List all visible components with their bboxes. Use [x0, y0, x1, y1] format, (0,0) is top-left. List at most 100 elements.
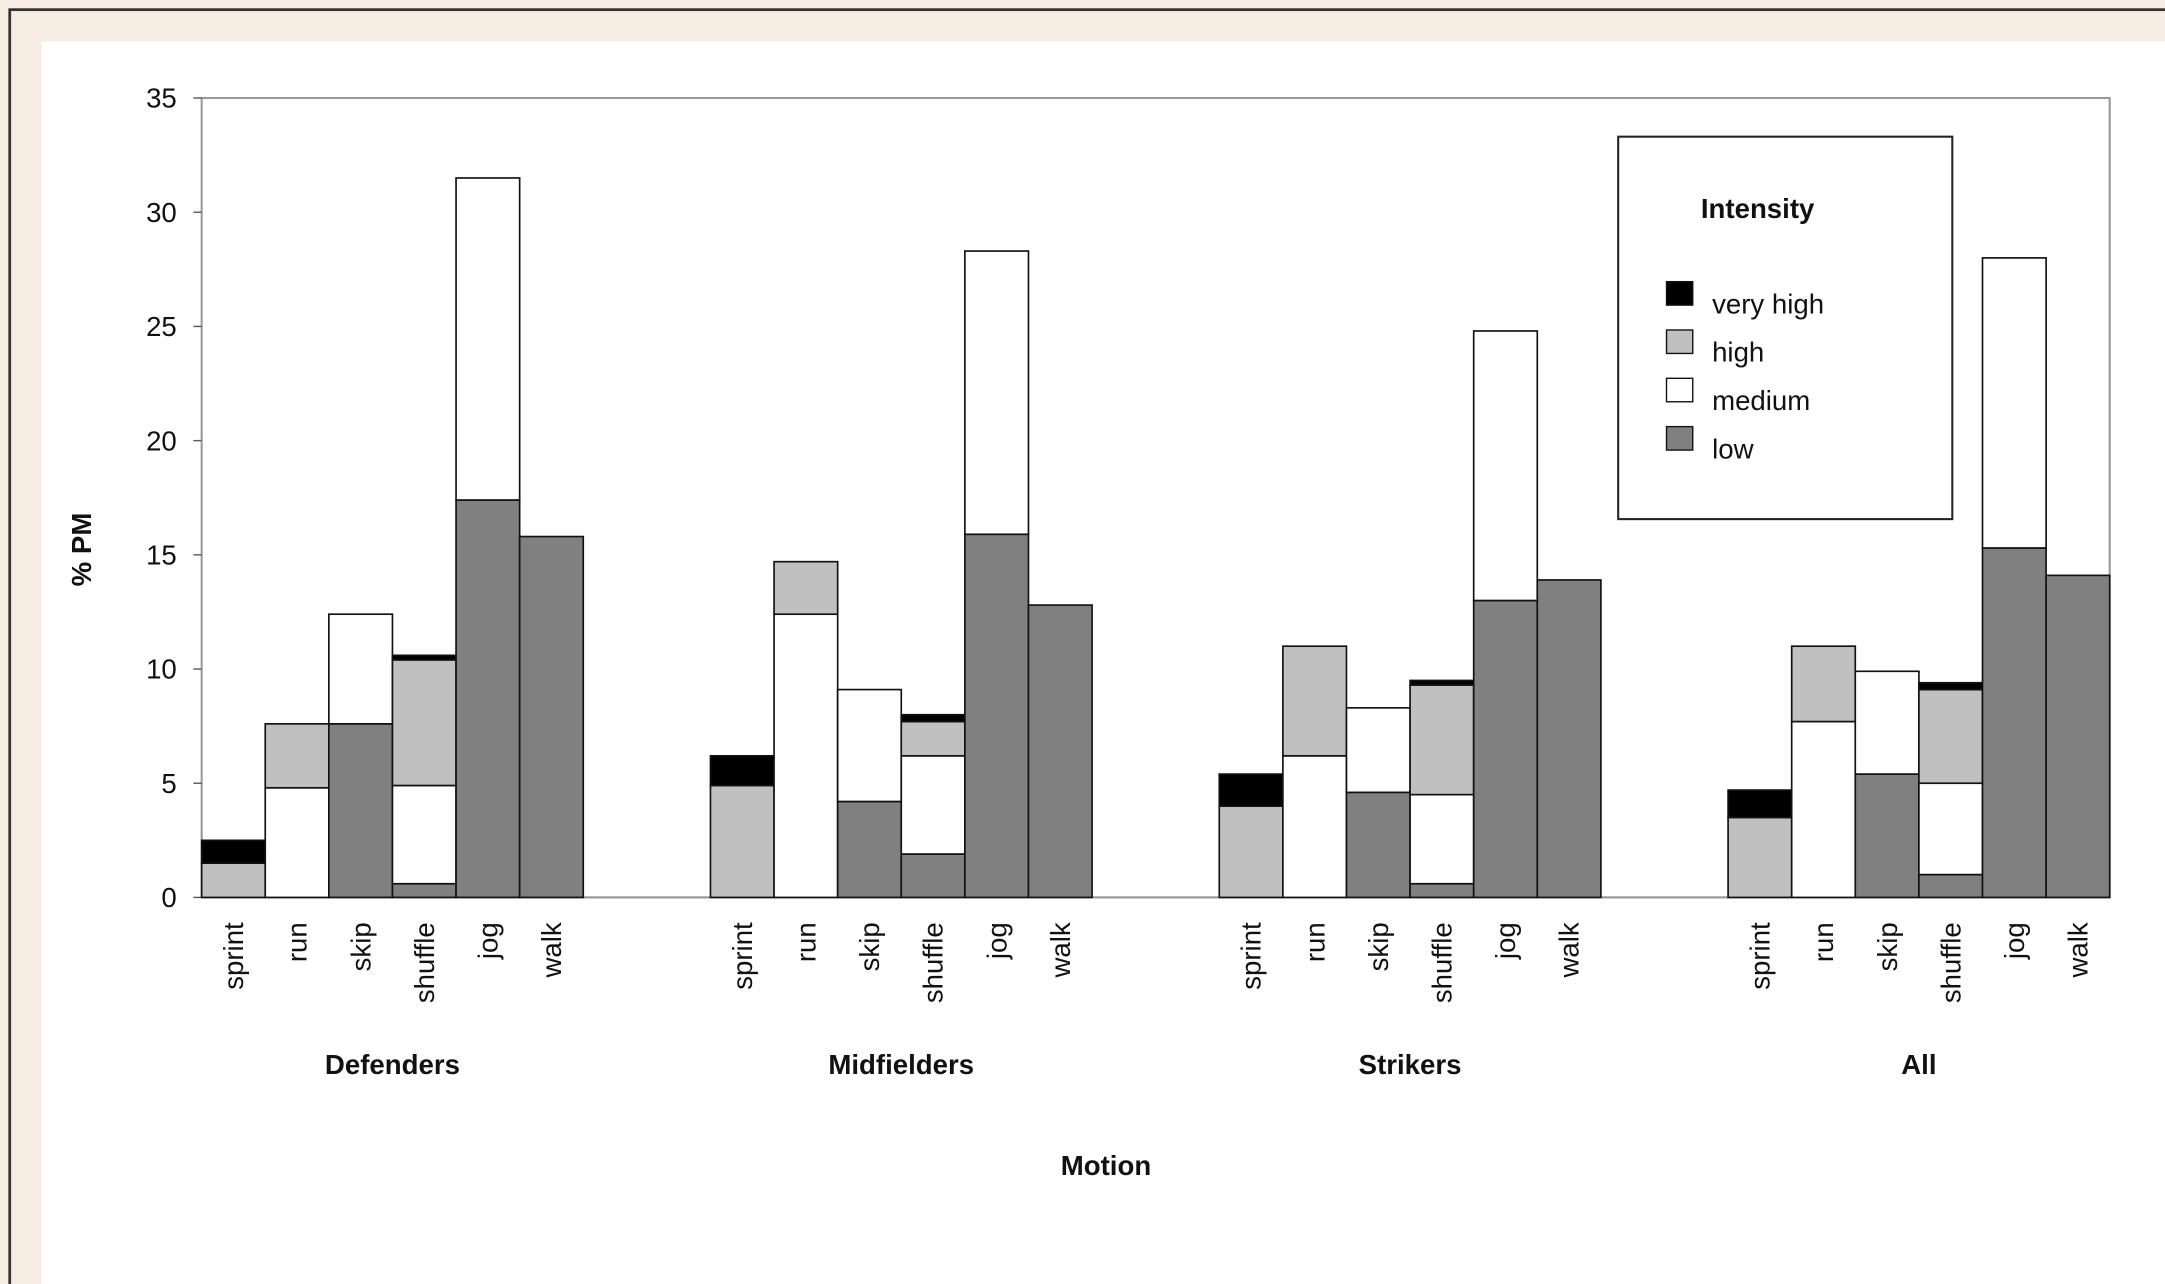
legend-label: very high: [1712, 288, 1824, 319]
group-label: Strikers: [1359, 1049, 1462, 1080]
bar-segment: [1727, 816, 1793, 899]
x-tick-label: run: [791, 922, 822, 962]
x-tick-label: skip: [1363, 922, 1394, 971]
bar-segment: [1282, 754, 1348, 899]
bar-segment: [1981, 547, 2047, 899]
x-tick-label: jog: [473, 922, 504, 960]
y-tick-label: 25: [146, 311, 177, 342]
bar-segment: [1345, 707, 1411, 794]
legend-box: [1617, 135, 1954, 521]
bar-segment: [391, 784, 457, 885]
bar-segment: [391, 882, 457, 899]
group-label: Defenders: [325, 1049, 460, 1080]
y-tick-label: 35: [146, 83, 177, 114]
bar-segment: [200, 839, 267, 864]
bar-segment: [1409, 882, 1475, 899]
bar-segment: [964, 533, 1030, 899]
bar-segment: [264, 723, 330, 789]
x-tick-label: skip: [345, 922, 376, 971]
y-axis-label: % PM: [66, 513, 97, 587]
legend-swatch: [1665, 377, 1694, 403]
bar-segment: [518, 535, 585, 899]
y-tick-label: 30: [146, 197, 177, 228]
legend-title: Intensity: [1701, 193, 1815, 224]
group-label: Midfielders: [828, 1049, 974, 1080]
bar-segment: [391, 659, 457, 787]
legend-swatch: [1665, 425, 1694, 451]
bar-segment: [1790, 645, 1857, 723]
bar-segment: [1472, 330, 1539, 602]
x-tick-label: jog: [981, 922, 1012, 960]
bar-segment: [1918, 873, 1984, 899]
x-tick-label: walk: [2063, 922, 2094, 978]
bar-segment: [900, 754, 966, 855]
bar-segment: [200, 862, 267, 899]
bar-segment: [773, 613, 839, 899]
bar-segment: [1218, 805, 1284, 899]
x-tick-label: run: [1299, 922, 1330, 962]
bar-segment: [1854, 670, 1920, 775]
bar-segment: [709, 784, 775, 899]
bar-segment: [1790, 720, 1857, 899]
x-tick-label: walk: [1045, 922, 1076, 978]
bar-segment: [391, 654, 457, 661]
bar-segment: [900, 713, 966, 723]
bar-segment: [836, 688, 903, 803]
bar-segment: [836, 800, 903, 899]
x-tick-label: run: [1808, 922, 1839, 962]
y-tick-label: 5: [161, 768, 176, 799]
bar-segment: [1409, 793, 1475, 885]
bar-segment: [1536, 579, 1602, 899]
bar-segment: [328, 723, 394, 899]
x-tick-label: sprint: [727, 922, 758, 990]
bar-segment: [455, 499, 521, 899]
bar-segment: [328, 613, 394, 725]
x-tick-label: run: [282, 922, 313, 962]
x-tick-label: shuffle: [409, 922, 440, 1003]
group-label: All: [1901, 1049, 1936, 1080]
legend-label: low: [1712, 433, 1753, 464]
bar-segment: [1282, 645, 1348, 757]
bar-segment: [1027, 604, 1093, 899]
x-tick-label: skip: [1872, 922, 1903, 971]
bar-segment: [1727, 789, 1793, 819]
x-tick-label: jog: [1999, 922, 2030, 960]
bar-segment: [1918, 782, 1984, 876]
x-tick-label: shuffle: [1427, 922, 1458, 1003]
x-axis-label: Motion: [1061, 1150, 1151, 1181]
x-tick-label: sprint: [218, 922, 249, 990]
legend-swatch: [1665, 280, 1694, 306]
x-tick-label: walk: [536, 922, 567, 978]
x-tick-label: skip: [854, 922, 885, 971]
y-tick-label: 20: [146, 425, 177, 456]
bar-segment: [1409, 684, 1475, 796]
legend-swatch: [1665, 329, 1694, 355]
x-tick-label: sprint: [1745, 922, 1776, 990]
bar-segment: [1854, 773, 1920, 899]
bar-segment: [773, 560, 839, 616]
bar-segment: [964, 250, 1030, 536]
legend-label: medium: [1712, 385, 1810, 416]
bar-segment: [1472, 599, 1539, 899]
bar-segment: [1345, 791, 1411, 899]
y-tick-label: 10: [146, 654, 177, 685]
y-tick-label: 0: [161, 882, 176, 913]
bar-segment: [2045, 574, 2111, 899]
bar-segment: [1918, 688, 1984, 785]
x-tick-label: walk: [1554, 922, 1585, 978]
bar-segment: [1981, 257, 2047, 549]
legend-label: high: [1712, 337, 1764, 368]
bar-segment: [264, 786, 330, 899]
bar-segment: [1918, 681, 1984, 691]
bar-segment: [455, 177, 521, 501]
bar-segment: [900, 720, 966, 757]
bar-segment: [1218, 773, 1284, 807]
x-tick-label: shuffle: [918, 922, 949, 1003]
bar-segment: [1409, 679, 1475, 686]
frame: [8, 8, 2165, 1284]
bar-segment: [900, 853, 966, 899]
bar-segment: [709, 754, 775, 787]
x-tick-label: sprint: [1236, 922, 1267, 990]
